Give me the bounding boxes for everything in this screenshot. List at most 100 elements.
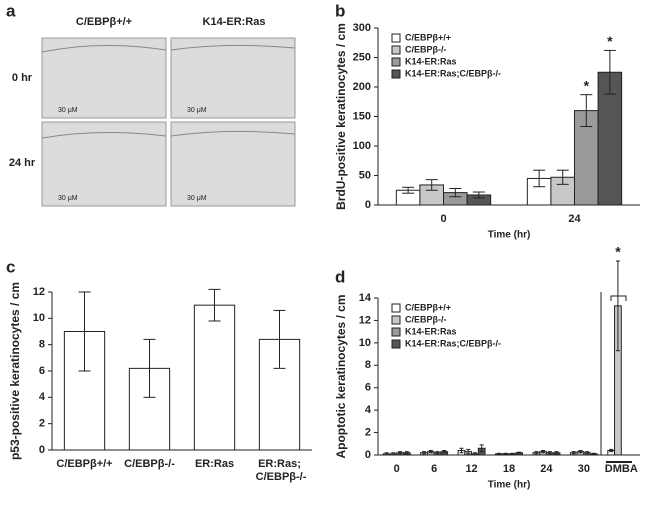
x-tick-label: 0 bbox=[394, 463, 400, 475]
legend-label: K14-ER:Ras;C/EBPβ-/- bbox=[405, 68, 501, 78]
legend-swatch bbox=[391, 327, 401, 337]
error-bar bbox=[591, 452, 596, 455]
bar bbox=[193, 304, 236, 451]
error-bar bbox=[449, 187, 462, 198]
error-bar bbox=[479, 444, 484, 453]
error-bar bbox=[466, 448, 471, 455]
panel-letter: b bbox=[335, 1, 345, 20]
error-bar bbox=[422, 451, 427, 455]
error-bar bbox=[541, 450, 546, 454]
error-bar bbox=[547, 451, 552, 455]
y-tick-label: 0 bbox=[365, 199, 371, 211]
legend-label: C/EBPβ+/+ bbox=[405, 302, 451, 312]
error-bar bbox=[609, 448, 614, 453]
error-bar bbox=[391, 452, 396, 456]
panel-letter: c bbox=[6, 257, 15, 276]
x-tick-label: 6 bbox=[431, 463, 437, 475]
x-tick-label: DMBA bbox=[605, 463, 638, 475]
row-label: 0 hr bbox=[12, 72, 33, 84]
y-tick-label: 150 bbox=[353, 110, 371, 122]
error-bar bbox=[571, 451, 576, 455]
scale-label: 30 μM bbox=[58, 195, 78, 202]
column-label: C/EBPβ+/+ bbox=[76, 16, 132, 28]
x-tick-label: 30 bbox=[578, 463, 590, 475]
legend-swatch bbox=[391, 69, 401, 79]
legend-swatch bbox=[391, 57, 401, 67]
x-tick-label: ER:Ras bbox=[195, 458, 234, 470]
x-axis-label: Time (hr) bbox=[488, 480, 531, 491]
legend-swatch bbox=[391, 33, 401, 43]
y-tick-label: 50 bbox=[359, 169, 371, 181]
y-tick-label: 0 bbox=[39, 444, 45, 456]
y-tick-label: 2 bbox=[365, 426, 371, 438]
y-tick-label: 10 bbox=[359, 337, 371, 349]
legend-label: K14-ER:Ras bbox=[405, 56, 457, 66]
row-label: 24 hr bbox=[9, 157, 36, 169]
error-bar bbox=[554, 451, 559, 455]
error-bar bbox=[398, 451, 403, 455]
legend-swatch bbox=[391, 315, 401, 325]
y-tick-label: 200 bbox=[353, 81, 371, 93]
error-bar bbox=[459, 447, 464, 454]
micrograph bbox=[170, 121, 296, 207]
y-tick-label: 8 bbox=[365, 359, 371, 371]
x-tick-label: C/EBPβ-/- bbox=[124, 458, 175, 470]
error-bar bbox=[517, 451, 522, 454]
y-tick-label: 4 bbox=[39, 391, 46, 403]
column-label: K14-ER:Ras bbox=[203, 16, 266, 28]
error-bar bbox=[208, 288, 221, 322]
y-tick-label: 2 bbox=[39, 418, 45, 430]
error-bar bbox=[404, 451, 409, 455]
micrograph bbox=[41, 37, 167, 119]
significance-bracket bbox=[610, 295, 627, 301]
significance-mark: * bbox=[584, 77, 590, 93]
legend-label: C/EBPβ-/- bbox=[405, 44, 447, 54]
legend-label: K14-ER:Ras bbox=[405, 326, 457, 336]
y-tick-label: 100 bbox=[353, 140, 371, 152]
y-axis-label: Apoptotic keratinocytes / cm bbox=[334, 294, 348, 458]
scale-label: 30 μM bbox=[58, 107, 78, 114]
legend-swatch bbox=[391, 45, 401, 55]
error-bar bbox=[578, 450, 583, 454]
micrograph bbox=[41, 121, 167, 207]
error-bar bbox=[533, 169, 546, 188]
y-tick-label: 6 bbox=[39, 365, 45, 377]
x-tick-label: ER:Ras; C/EBPβ-/- bbox=[253, 458, 307, 483]
error-bar bbox=[472, 191, 485, 199]
error-bar bbox=[384, 452, 389, 456]
y-tick-label: 14 bbox=[359, 292, 372, 304]
error-bar bbox=[496, 452, 501, 455]
error-bar bbox=[428, 450, 433, 454]
y-axis-label: BrdU-positive keratinocytes / cm bbox=[334, 23, 348, 210]
y-tick-label: 300 bbox=[353, 22, 371, 34]
x-tick-label: 24 bbox=[540, 463, 553, 475]
y-axis-label: p53-positive keratinocytes / cm bbox=[8, 282, 22, 460]
y-tick-label: 250 bbox=[353, 51, 371, 63]
y-tick-label: 10 bbox=[33, 312, 45, 324]
error-bar bbox=[143, 338, 156, 398]
error-bar bbox=[425, 179, 438, 191]
y-tick-label: 0 bbox=[365, 449, 371, 461]
legend-label: C/EBPβ+/+ bbox=[405, 32, 451, 42]
error-bar bbox=[442, 450, 447, 454]
x-tick-label: 0 bbox=[440, 213, 446, 225]
error-bar bbox=[615, 260, 620, 352]
error-bar bbox=[435, 451, 440, 455]
x-tick-label: 24 bbox=[568, 213, 581, 225]
error-bar bbox=[534, 451, 539, 455]
legend-swatch bbox=[391, 303, 401, 313]
legend-label: C/EBPβ-/- bbox=[405, 314, 447, 324]
y-tick-label: 8 bbox=[39, 339, 45, 351]
error-bar bbox=[78, 291, 91, 372]
significance-mark: * bbox=[607, 33, 613, 49]
panel-letter: d bbox=[335, 267, 345, 286]
error-bar bbox=[472, 452, 477, 456]
y-tick-label: 12 bbox=[33, 286, 45, 298]
error-bar bbox=[402, 186, 415, 194]
y-tick-label: 12 bbox=[359, 314, 371, 326]
x-tick-label: 18 bbox=[503, 463, 515, 475]
error-bar bbox=[603, 49, 616, 95]
error-bar bbox=[585, 451, 590, 455]
error-bar bbox=[510, 452, 515, 455]
